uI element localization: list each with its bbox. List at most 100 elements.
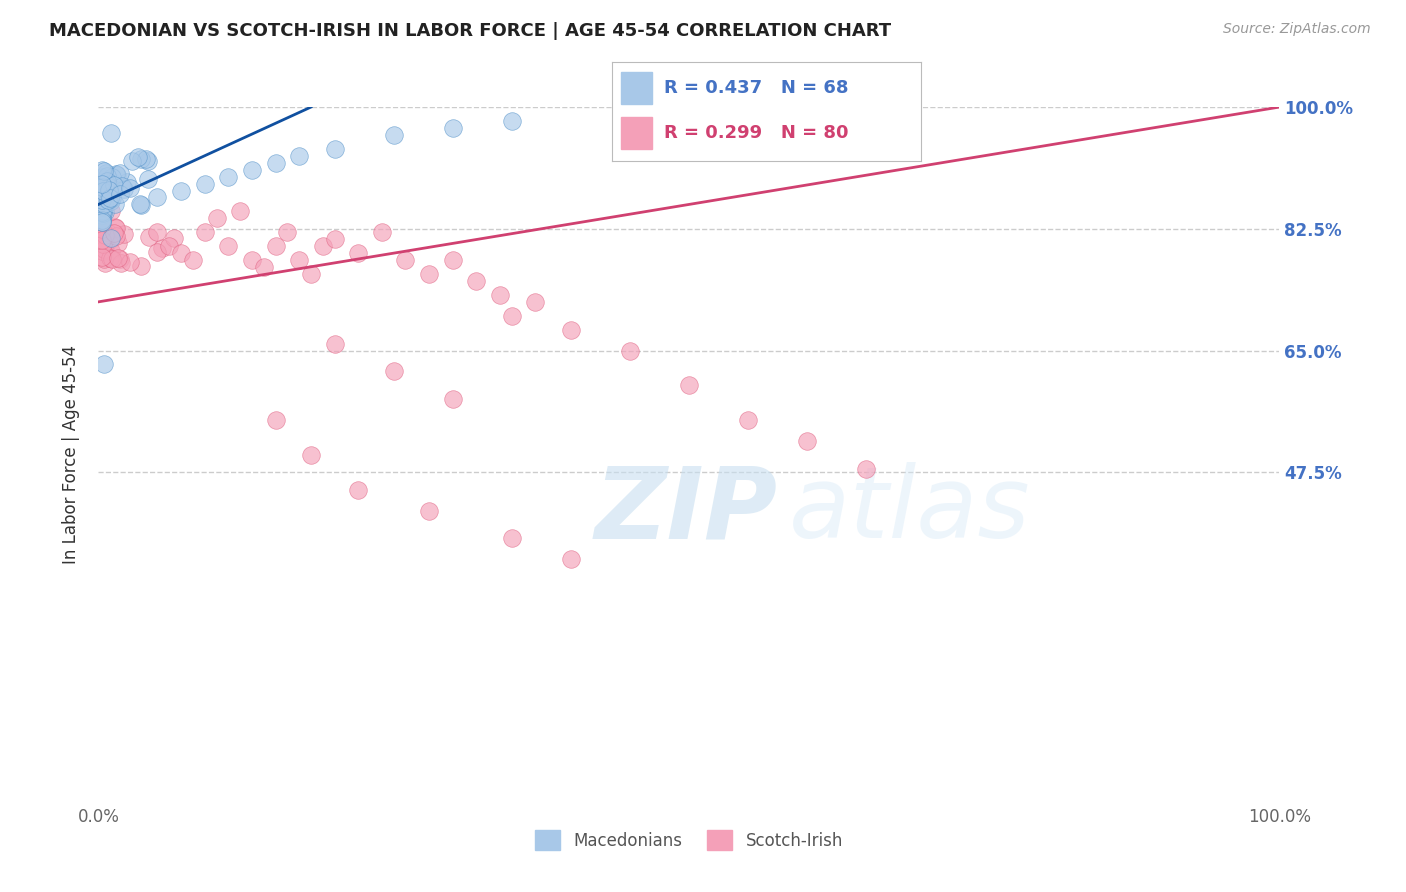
Point	[91, 203, 114, 218]
Point	[91, 215, 114, 229]
Point	[91, 232, 114, 246]
Point	[93, 191, 115, 205]
Point	[129, 259, 152, 273]
Point	[145, 244, 167, 259]
Point	[170, 184, 193, 198]
FancyBboxPatch shape	[621, 72, 652, 103]
Point	[93, 197, 115, 211]
Point	[418, 267, 440, 281]
Point	[146, 190, 169, 204]
Point	[91, 213, 114, 227]
Point	[93, 252, 115, 266]
Point	[181, 253, 204, 268]
Point	[107, 252, 129, 266]
Point	[94, 188, 117, 202]
Point	[619, 343, 641, 358]
Point	[96, 169, 118, 184]
Point	[103, 178, 125, 192]
Point	[91, 177, 114, 191]
Point	[524, 294, 547, 309]
Point	[105, 168, 128, 182]
Point	[91, 190, 114, 204]
Point	[91, 250, 114, 264]
Point	[97, 193, 120, 207]
Point	[108, 186, 131, 201]
Point	[441, 253, 464, 268]
Point	[91, 206, 114, 220]
Point	[91, 209, 114, 223]
Point	[678, 378, 700, 392]
Point	[418, 503, 440, 517]
Point	[855, 462, 877, 476]
Point	[128, 197, 150, 211]
Point	[112, 227, 135, 242]
Point	[91, 222, 114, 236]
Point	[157, 239, 180, 253]
Point	[560, 552, 582, 566]
Point	[91, 184, 114, 198]
Point	[382, 364, 405, 378]
Point	[560, 323, 582, 337]
Point	[94, 256, 117, 270]
Point	[91, 222, 114, 236]
Point	[101, 252, 124, 267]
Point	[97, 179, 120, 194]
Point	[104, 196, 127, 211]
Point	[100, 203, 122, 218]
Point	[96, 166, 118, 180]
Point	[205, 211, 228, 226]
Point	[100, 191, 122, 205]
Point	[121, 154, 143, 169]
Point	[101, 169, 124, 184]
Point	[323, 336, 346, 351]
Point	[217, 169, 239, 184]
Point	[501, 309, 523, 323]
Point	[97, 182, 120, 196]
Point	[240, 162, 263, 177]
Text: Source: ZipAtlas.com: Source: ZipAtlas.com	[1223, 22, 1371, 37]
Point	[91, 204, 114, 219]
Point	[129, 198, 152, 212]
Point	[112, 182, 135, 196]
Point	[105, 220, 128, 235]
Point	[194, 177, 217, 191]
Point	[94, 228, 117, 243]
Point	[288, 149, 311, 163]
Point	[94, 231, 117, 245]
Point	[91, 184, 114, 198]
Point	[264, 239, 287, 253]
Point	[91, 169, 114, 184]
Point	[253, 260, 276, 274]
Point	[98, 252, 121, 266]
Point	[100, 230, 122, 244]
Text: R = 0.437   N = 68: R = 0.437 N = 68	[664, 79, 849, 97]
Point	[441, 392, 464, 407]
Point	[264, 155, 287, 169]
Point	[100, 232, 122, 246]
Point	[288, 253, 311, 268]
Point	[371, 225, 394, 239]
Point	[240, 253, 263, 268]
Point	[100, 244, 122, 259]
Point	[94, 244, 117, 259]
Point	[93, 225, 115, 239]
Point	[323, 142, 346, 156]
Point	[96, 174, 118, 188]
Point	[91, 244, 114, 258]
Point	[111, 179, 134, 194]
Point	[162, 230, 184, 244]
Point	[489, 288, 512, 302]
Point	[91, 235, 114, 249]
Point	[382, 128, 405, 142]
Point	[91, 180, 114, 194]
Point	[91, 239, 114, 253]
Point	[93, 242, 115, 256]
Point	[347, 246, 370, 260]
Point	[104, 167, 127, 181]
Point	[135, 153, 157, 167]
Point	[97, 194, 120, 208]
Point	[501, 532, 523, 546]
Point	[347, 483, 370, 497]
Point	[394, 253, 416, 268]
Point	[91, 200, 114, 214]
